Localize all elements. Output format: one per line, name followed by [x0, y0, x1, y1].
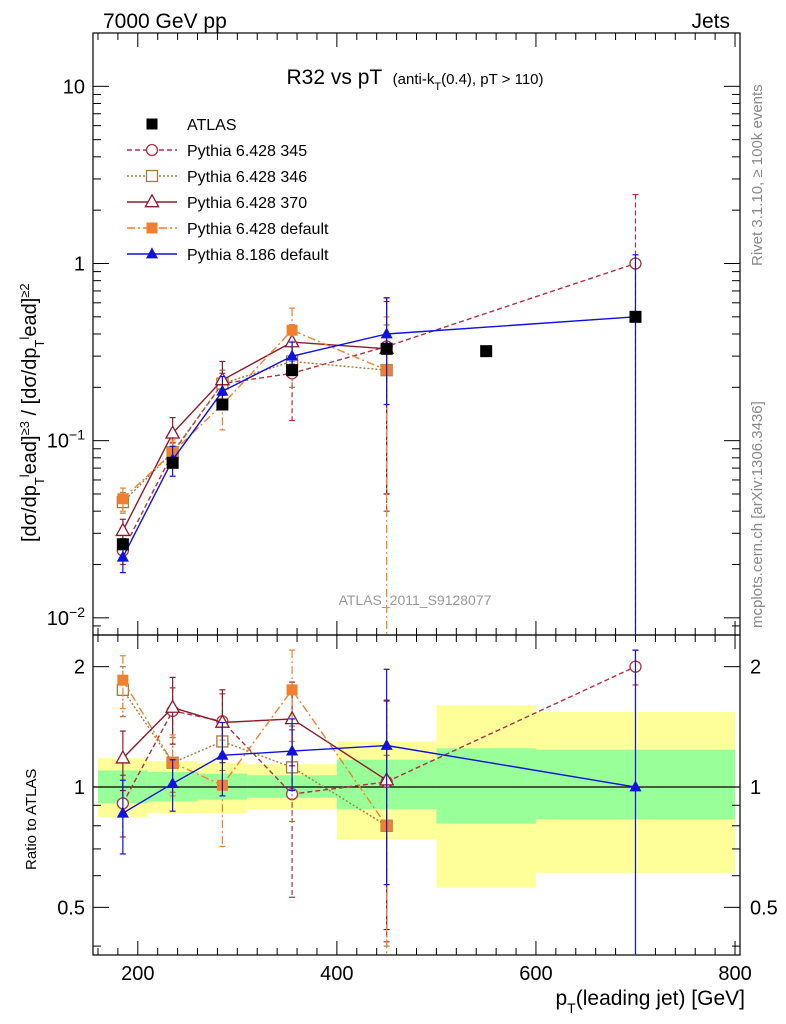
header-left: 7000 GeV pp: [103, 10, 227, 33]
ratio-ylabel: Ratio to ATLAS: [23, 769, 40, 870]
main-point: [164, 424, 181, 439]
main-series-layer: [115, 193, 642, 635]
main-point: [116, 538, 129, 551]
title-sub: (anti-kT(0.4), pT > 110): [393, 71, 544, 93]
band-green-5: [436, 748, 536, 824]
legend-entry: Pythia 6.428 370: [127, 193, 307, 212]
main-point: [216, 398, 229, 411]
legend-entry: Pythia 6.428 346: [127, 169, 307, 186]
legend-label: Pythia 6.428 346: [187, 169, 307, 186]
x-tick-label: 800: [718, 963, 751, 985]
legend-entry: Pythia 8.186 default: [127, 247, 329, 264]
main-point: [380, 327, 393, 339]
side-label-top: Rivet 3.1.10, ≥ 100k events: [749, 84, 766, 266]
main-series-pythia-6-428-345: [116, 193, 642, 635]
ratio-point: [166, 776, 179, 788]
main-point: [116, 550, 129, 562]
main-point: [380, 342, 393, 355]
ratio-series-pythia-8-186-default: [116, 649, 642, 955]
ratio-series-layer: [115, 649, 642, 955]
main-series-line: [122, 262, 636, 551]
main-series-pythia-8-186-default: [116, 254, 642, 635]
main-y-tick-label: 10−1: [47, 427, 85, 453]
main-point: [115, 522, 131, 537]
title-main: R32 vs pT: [287, 66, 383, 89]
main-point: [286, 349, 299, 361]
x-tick-label: 600: [519, 963, 552, 985]
ratio-series-line: [122, 744, 636, 814]
ratio-y-tick-label-left: 2: [74, 657, 85, 679]
legend-label: Pythia 6.428 default: [187, 221, 329, 238]
legend-label: Pythia 6.428 370: [187, 195, 307, 212]
ratio-point: [164, 699, 181, 713]
ratio-point: [117, 674, 129, 686]
header-right: Jets: [691, 10, 730, 33]
ratio-y-tick-label-left: 1: [74, 777, 85, 799]
main-point: [286, 324, 298, 336]
main-point: [480, 345, 493, 358]
main-y-tick-label: 1: [74, 253, 85, 275]
ratio-y-tick-label-right: 1: [750, 777, 761, 799]
main-point: [117, 493, 129, 505]
main-point: [166, 456, 179, 469]
legend-marker: [145, 247, 159, 259]
ratio-y-tick-label-left: 0.5: [57, 897, 85, 919]
main-series-line: [122, 329, 387, 500]
ratio-point: [286, 684, 298, 696]
ratio-point: [629, 780, 642, 792]
main-series-line: [122, 316, 636, 558]
main-point: [286, 364, 299, 377]
main-series-atlas: [116, 310, 642, 551]
main-series-line: [122, 341, 387, 532]
x-axis-label: pT(leading jet) [GeV]: [555, 987, 745, 1016]
main-series-pythia-6-428-default: [117, 307, 393, 635]
legend-entry: Pythia 6.428 345: [127, 143, 307, 160]
main-y-tick-label: 10−2: [47, 604, 85, 630]
ratio-point: [380, 738, 393, 750]
main-y-tick-label: 10: [63, 76, 85, 98]
main-point: [216, 384, 229, 396]
legend-label: Pythia 6.428 345: [187, 143, 307, 160]
ratio-y-tick-label-right: 0.5: [750, 897, 778, 919]
ratio-point: [115, 749, 131, 764]
side-label-bottom: mcplots.cern.ch [arXiv:1306.3436]: [749, 401, 766, 628]
ratio-point: [216, 748, 229, 760]
main-series-pythia-6-428-346: [116, 324, 393, 514]
main-point: [629, 310, 642, 323]
legend-marker: [145, 169, 159, 183]
ratio-y-tick-label-right: 2: [750, 657, 761, 679]
main-series-pythia-6-428-370: [115, 300, 395, 545]
ratio-point: [286, 744, 299, 756]
chart-title: R32 vs pT (anti-kT(0.4), pT > 110): [287, 66, 544, 93]
main-series-line: [122, 360, 387, 503]
axes: 200 400 600 800 10−2 10−1 1 10 0.5 0.5 1 1 2 2: [47, 32, 778, 985]
legend-marker: [145, 143, 159, 157]
x-tick-label: 200: [121, 963, 154, 985]
legend-label: Pythia 8.186 default: [187, 247, 329, 264]
ratio-point: [116, 806, 129, 818]
legend-entry: ATLAS: [146, 117, 237, 134]
x-tick-label: 400: [320, 963, 353, 985]
main-ylabel: [dσ/dpTlead]≥3 / [dσ/dpTlead]≥2: [17, 283, 47, 542]
legend-marker: [146, 118, 158, 130]
ratio-series-line: [122, 689, 388, 827]
legend-entry: Pythia 6.428 default: [127, 221, 329, 238]
legend-marker: [144, 193, 160, 208]
legend-marker: [146, 222, 158, 234]
legend-label: ATLAS: [187, 117, 237, 134]
ratio-uncertainty-bands: [93, 705, 740, 888]
analysis-watermark: ATLAS_2011_S9128077: [339, 592, 492, 608]
legend: ATLAS Pythia 6.428 345 Pythia 6.428 346 Pyt…: [127, 117, 329, 264]
